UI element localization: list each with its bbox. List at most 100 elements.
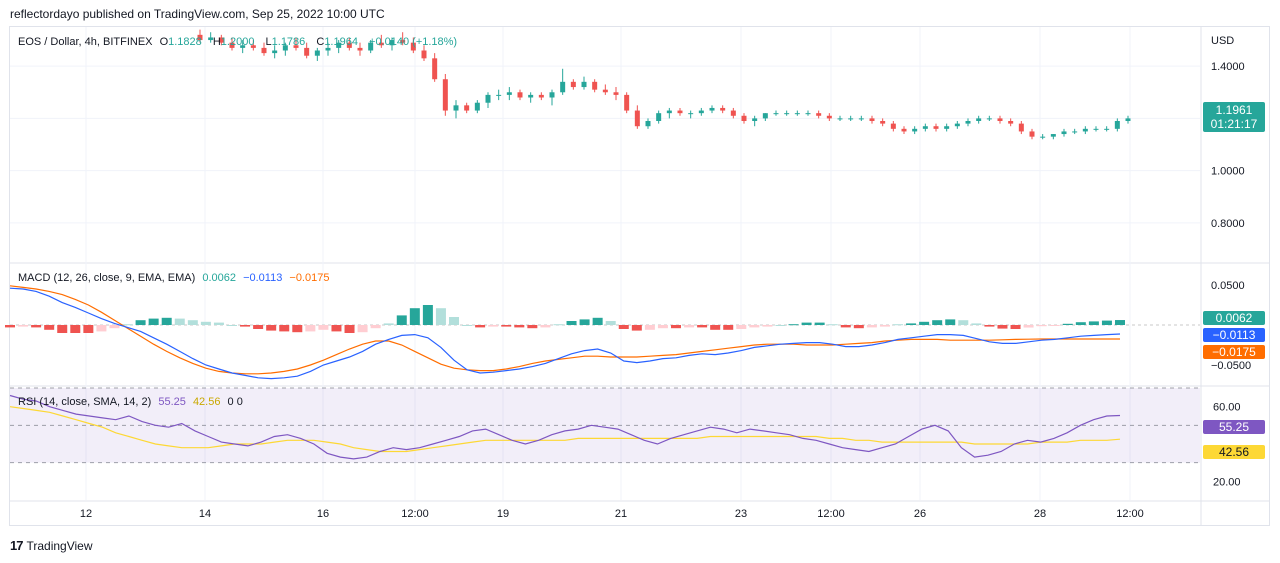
macd-histogram-bar xyxy=(853,325,864,329)
macd-histogram xyxy=(5,305,1125,333)
macd-lines xyxy=(9,285,1121,380)
macd-histogram-bar xyxy=(5,325,15,328)
rsi-tick-label: 20.00 xyxy=(1213,476,1241,488)
macd-histogram-bar xyxy=(605,321,616,325)
tradingview-brand[interactable]: 17 TradingView xyxy=(10,538,93,553)
macd-histogram-bar xyxy=(370,325,381,329)
candle-body xyxy=(933,126,939,129)
macd-histogram-bar xyxy=(475,325,486,328)
macd-tick-label: −0.0500 xyxy=(1211,360,1251,372)
macd-histogram-bar xyxy=(879,325,890,327)
candle-body xyxy=(1104,128,1110,130)
time-tick-label: 19 xyxy=(497,508,509,520)
candle-body xyxy=(432,58,438,80)
candle-body xyxy=(357,47,363,51)
candle-body xyxy=(624,94,630,111)
macd-histogram-bar xyxy=(83,325,94,333)
macd-histogram-bar xyxy=(227,325,237,326)
macd-histogram-bar xyxy=(723,325,734,330)
close-label: C xyxy=(316,36,325,48)
close-value: 1.1964 xyxy=(324,36,358,48)
macd-histogram-bar xyxy=(292,325,303,333)
candle-body xyxy=(944,126,950,129)
time-tick-label: 28 xyxy=(1034,508,1046,520)
macd-histogram-bar xyxy=(671,325,681,329)
open-label: O xyxy=(159,36,169,48)
currency-label[interactable]: USD xyxy=(1211,35,1235,47)
candle-body xyxy=(730,110,736,116)
rsi-ma-tag: 42.56 xyxy=(1203,445,1265,459)
macd-histogram-bar xyxy=(383,323,394,325)
candle-body xyxy=(709,107,715,111)
candle-body xyxy=(1072,131,1078,133)
macd-histogram-bar xyxy=(70,325,81,333)
candle-body xyxy=(1093,128,1099,130)
candle-body xyxy=(666,110,672,114)
candle-body xyxy=(314,50,320,56)
candle-body xyxy=(549,92,555,98)
time-tick-label: 12:00 xyxy=(401,508,429,520)
candle-body xyxy=(1029,131,1035,137)
candle-body xyxy=(325,47,331,51)
candle-body xyxy=(762,113,768,119)
macd-histogram-bar xyxy=(866,325,877,328)
macd-histogram-bar xyxy=(566,321,577,325)
candle-body xyxy=(997,118,1003,121)
macd-histogram-bar xyxy=(775,325,786,326)
macd-label[interactable]: MACD (12, 26, close, 9, EMA, EMA) xyxy=(18,272,196,284)
candle-body xyxy=(645,121,651,127)
rsi-label[interactable]: RSI (14, close, SMA, 14, 2) xyxy=(18,396,152,408)
macd-histogram-bar xyxy=(31,325,42,328)
macd-histogram-bar xyxy=(253,325,264,329)
candle-body xyxy=(720,107,726,111)
macd-signal-tag: −0.0175 xyxy=(1203,345,1265,359)
macd-histogram-bar xyxy=(318,325,329,330)
rsi-legend: RSI (14, close, SMA, 14, 2) 55.25 42.56 … xyxy=(18,396,247,408)
candle-body xyxy=(453,105,459,111)
macd-histogram-bar xyxy=(488,325,499,327)
candle-body xyxy=(581,81,587,88)
macd-histogram-bar xyxy=(618,325,629,329)
candle-body xyxy=(858,118,864,120)
candle-body xyxy=(336,42,342,48)
macd-histogram-bar xyxy=(44,325,55,330)
candle-body xyxy=(656,113,662,121)
candle-body xyxy=(634,110,640,127)
candle-body xyxy=(304,47,310,56)
brand-name: TradingView xyxy=(26,538,93,553)
candle-body xyxy=(538,94,544,98)
macd-histogram-bar xyxy=(1075,322,1086,325)
candle-body xyxy=(1008,121,1014,124)
candle-body xyxy=(965,121,971,124)
macd-histogram-bar xyxy=(840,325,851,328)
macd-histogram-bar xyxy=(501,325,512,327)
candle-body xyxy=(378,42,384,46)
high-label: H xyxy=(212,36,221,48)
macd-histogram-bar xyxy=(57,325,68,333)
macd-histogram-bar xyxy=(18,325,29,327)
candle-body xyxy=(837,118,843,120)
candle-body xyxy=(229,42,235,48)
candle-body xyxy=(826,115,832,119)
candle-body xyxy=(1050,134,1056,137)
candle-body xyxy=(688,113,694,115)
symbol-label[interactable]: EOS / Dollar, 4h, BITFINEX xyxy=(18,36,153,48)
rsi-extra-value: 0 0 xyxy=(227,396,243,408)
macd-histogram-bar xyxy=(409,308,420,325)
macd-histogram-bar xyxy=(762,325,773,327)
macd-line-value: −0.0113 xyxy=(243,272,283,284)
macd-hist-tag: 0.0062 xyxy=(1203,311,1265,325)
macd-histogram-bar xyxy=(1115,320,1125,325)
candle-body xyxy=(218,37,224,43)
macd-line-tag: −0.0113 xyxy=(1203,328,1265,342)
rsi-value: 55.25 xyxy=(158,396,186,408)
candle-body xyxy=(346,42,352,48)
candle-body xyxy=(442,79,448,111)
candle-body xyxy=(773,113,779,115)
macd-histogram-bar xyxy=(514,325,525,328)
macd-histogram-bar xyxy=(801,322,812,325)
macd-histogram-bar xyxy=(906,323,917,325)
candle-body xyxy=(901,128,907,132)
macd-histogram-bar xyxy=(697,325,708,328)
